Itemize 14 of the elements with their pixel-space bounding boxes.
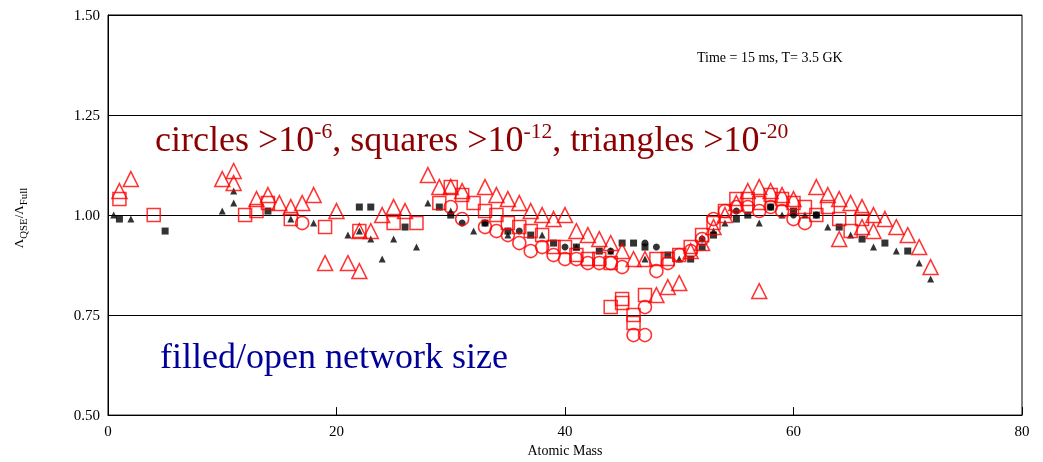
y-tick-label: 1.50 xyxy=(73,7,100,23)
x-axis-title: Atomic Mass xyxy=(527,442,603,458)
y-tick-label: 0.75 xyxy=(73,307,100,324)
y-tick-label: 1.25 xyxy=(73,107,100,124)
y-tick-label: 1.00 xyxy=(73,207,100,224)
x-tick-label: 0 xyxy=(104,422,112,439)
annotation: Time = 15 ms, T= 3.5 GK xyxy=(697,50,843,66)
annotation: filled/open network size xyxy=(160,335,508,377)
x-tick-label: 60 xyxy=(786,422,801,439)
x-tick-label: 20 xyxy=(329,422,344,439)
y-tick-label: 0.50 xyxy=(73,407,100,424)
x-tick-label: 40 xyxy=(557,422,573,439)
annotation: circles >10$^{-6}$, squares >10$^{-12}$, triangles >10$^{-20}$ xyxy=(155,118,789,160)
x-tick-label: 80 xyxy=(1014,422,1030,439)
